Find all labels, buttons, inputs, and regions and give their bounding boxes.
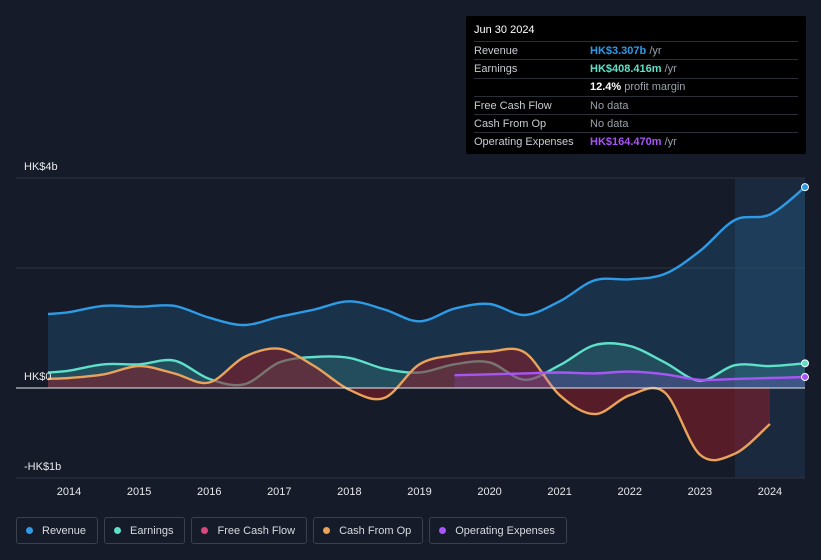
series-layer [47, 186, 806, 462]
legend-item-revenue[interactable]: Revenue [16, 517, 99, 544]
chart-legend: Revenue Earnings Free Cash Flow Cash From O… [16, 517, 567, 544]
cash-from-op-area [48, 348, 770, 461]
tooltip-row: Operating Expenses HK$164.470m /yr [474, 133, 798, 150]
x-tick-label: 2014 [57, 486, 81, 498]
x-tick-label: 2020 [477, 486, 501, 498]
tooltip-row-value: HK$408.416m /yr [590, 62, 677, 75]
series-end-markers [801, 183, 809, 382]
x-tick-label: 2023 [688, 486, 712, 498]
legend-dot-icon [323, 527, 331, 534]
tooltip-row: Free Cash Flow No data [474, 97, 798, 116]
legend-label: Earnings [130, 524, 174, 537]
legend-dot-icon [26, 527, 33, 534]
legend-dot-icon [439, 527, 447, 534]
x-tick-label: 2019 [407, 486, 431, 498]
tooltip-row: Cash From Op No data [474, 115, 798, 134]
tooltip-row-value: HK$3.307b /yr [590, 44, 662, 57]
legend-label: Operating Expenses [455, 524, 555, 537]
y-tick-label-zero: HK$0 [24, 371, 52, 383]
tooltip-row: 12.4% profit margin [474, 79, 798, 97]
y-tick-label-top: HK$4b [24, 161, 58, 173]
x-tick-label: 2018 [337, 486, 361, 498]
tooltip-row-value: No data [590, 99, 629, 112]
tooltip-row-value: 12.4% profit margin [590, 81, 686, 94]
tooltip-rows: Revenue HK$3.307b /yr Earnings HK$408.416m … [474, 42, 798, 151]
legend-item-free-cash-flow[interactable]: Free Cash Flow [191, 517, 308, 544]
x-axis-ticks: 2014 2015 2016 2017 2018 2019 2020 2021 2022 2023… [57, 486, 782, 498]
tooltip-row: Revenue HK$3.307b /yr [474, 42, 798, 61]
operating-expenses-end-point [801, 373, 809, 382]
legend-item-cash-from-op[interactable]: Cash From Op [313, 517, 424, 544]
x-tick-label: 2021 [547, 486, 571, 498]
legend-label: Revenue [42, 524, 87, 537]
x-tick-label: 2015 [127, 486, 151, 498]
legend-dot-icon [114, 527, 122, 534]
tooltip-row-label: Earnings [474, 62, 518, 75]
tooltip-row-value: HK$164.470m /yr [590, 136, 677, 149]
legend-label: Free Cash Flow [217, 524, 296, 537]
revenue-area [48, 187, 805, 388]
revenue-line [47, 186, 806, 327]
earnings-end-point [801, 359, 809, 368]
operating-expenses-line [454, 370, 806, 382]
operating-expenses-area [454, 371, 805, 388]
y-tick-label-bottom: -HK$1b [24, 461, 61, 473]
earnings-area [48, 343, 805, 388]
x-tick-label: 2017 [267, 486, 291, 498]
tooltip-row: Earnings HK$408.416m /yr [474, 60, 798, 79]
revenue-end-point [801, 183, 809, 192]
tooltip-row-label: Free Cash Flow [474, 99, 552, 112]
tooltip-row-label: Operating Expenses [474, 136, 574, 149]
x-tick-label: 2016 [197, 486, 221, 498]
x-tick-label: 2022 [618, 486, 642, 498]
tooltip-row-label: Cash From Op [474, 117, 547, 130]
legend-item-operating-expenses[interactable]: Operating Expenses [429, 517, 567, 544]
data-tooltip: Jun 30 2024 Revenue HK$3.307b /yr Earnings… [466, 16, 806, 154]
x-tick-label: 2024 [758, 486, 782, 498]
tooltip-row-label: Revenue [474, 44, 519, 57]
tooltip-date: Jun 30 2024 [474, 24, 798, 42]
legend-item-earnings[interactable]: Earnings [104, 517, 186, 544]
tooltip-row-value: No data [590, 117, 629, 130]
legend-label: Cash From Op [339, 524, 412, 537]
legend-dot-icon [201, 527, 209, 534]
